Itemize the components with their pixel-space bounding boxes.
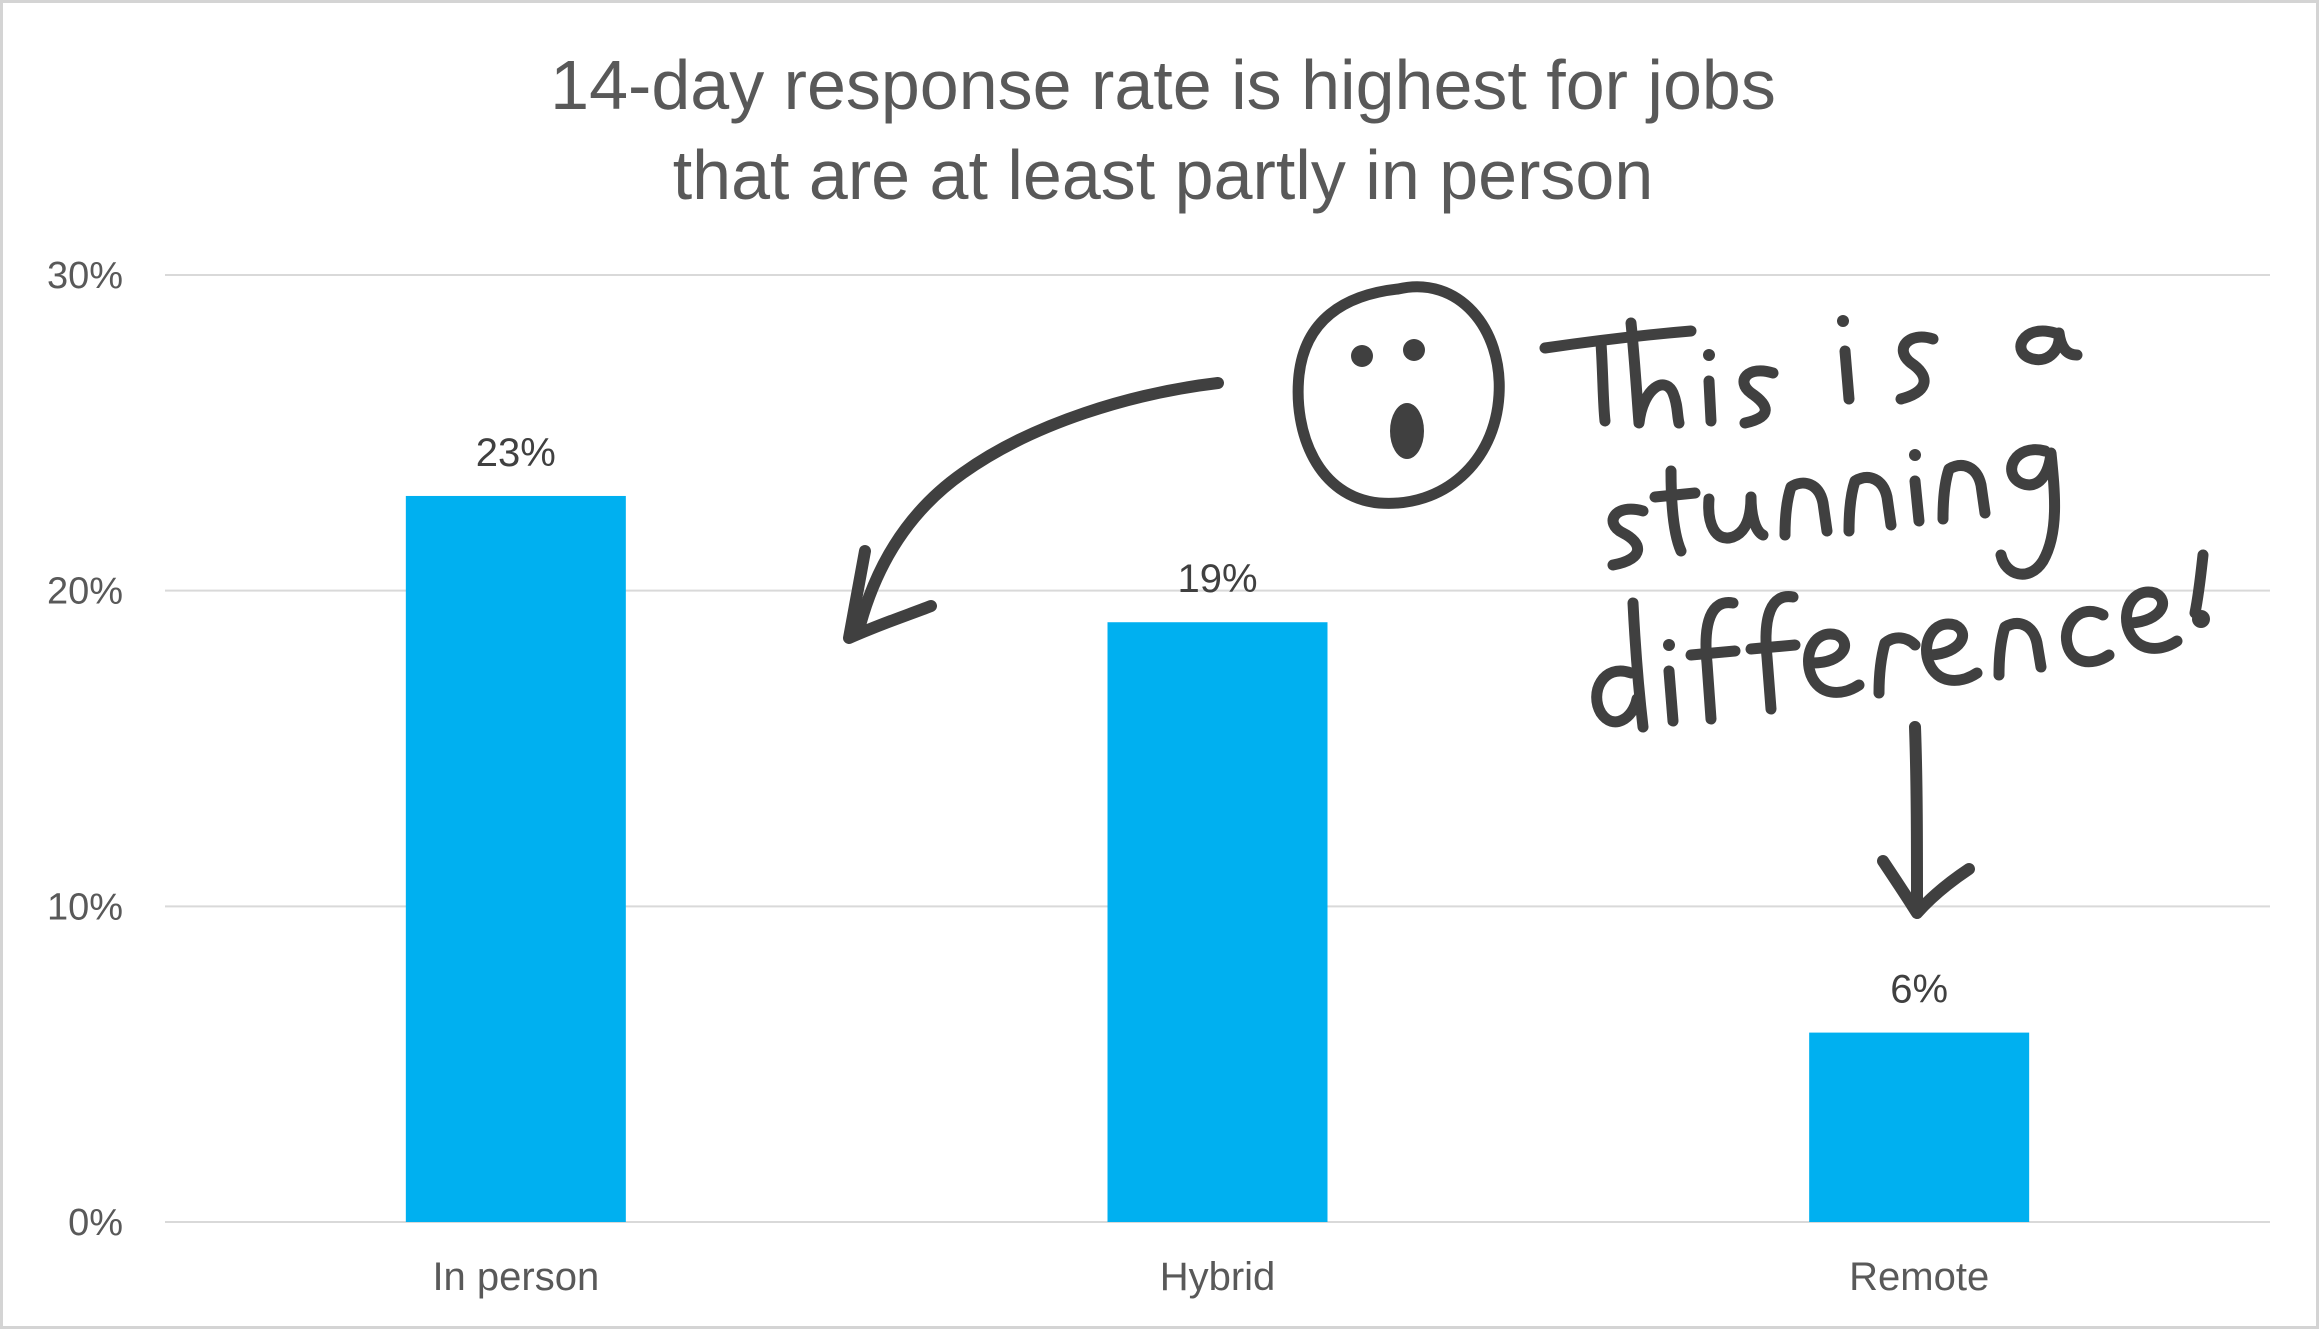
surprised-face-icon [1292, 281, 1505, 509]
y-axis-ticks: 0% 10% 20% 30% [47, 255, 123, 1244]
curved-arrow-icon [843, 377, 1224, 644]
y-tick-label: 0% [68, 1202, 123, 1244]
handwriting-this-is-a [1539, 315, 2083, 429]
handwriting-stunning [1607, 444, 2061, 580]
bar-remote [1809, 1032, 2030, 1222]
handwritten-annotation [843, 281, 2210, 919]
data-label: 19% [1177, 557, 1257, 601]
y-tick-label: 20% [47, 571, 123, 613]
handwriting-difference [1591, 549, 2210, 733]
y-tick-label: 10% [47, 886, 123, 928]
y-tick-label: 30% [47, 255, 123, 297]
x-category-label: Remote [1849, 1255, 1989, 1299]
x-category-label: Hybrid [1160, 1255, 1276, 1299]
chart-title-line-1: 14-day response rate is highest for jobs [550, 46, 1776, 124]
data-labels: 23% 19% 6% [476, 431, 1948, 1012]
chart-title-line-2: that are at least partly in person [673, 136, 1654, 214]
x-axis-categories: In person Hybrid Remote [432, 1255, 1989, 1299]
bar-chart: 14-day response rate is highest for jobs… [47, 46, 2270, 1299]
data-label: 6% [1890, 968, 1948, 1012]
x-category-label: In person [432, 1255, 599, 1299]
data-label: 23% [476, 431, 556, 475]
down-arrow-icon [1877, 721, 1975, 919]
bar-in-person [405, 495, 626, 1222]
bars [405, 495, 2030, 1222]
bar-hybrid [1107, 622, 1328, 1222]
